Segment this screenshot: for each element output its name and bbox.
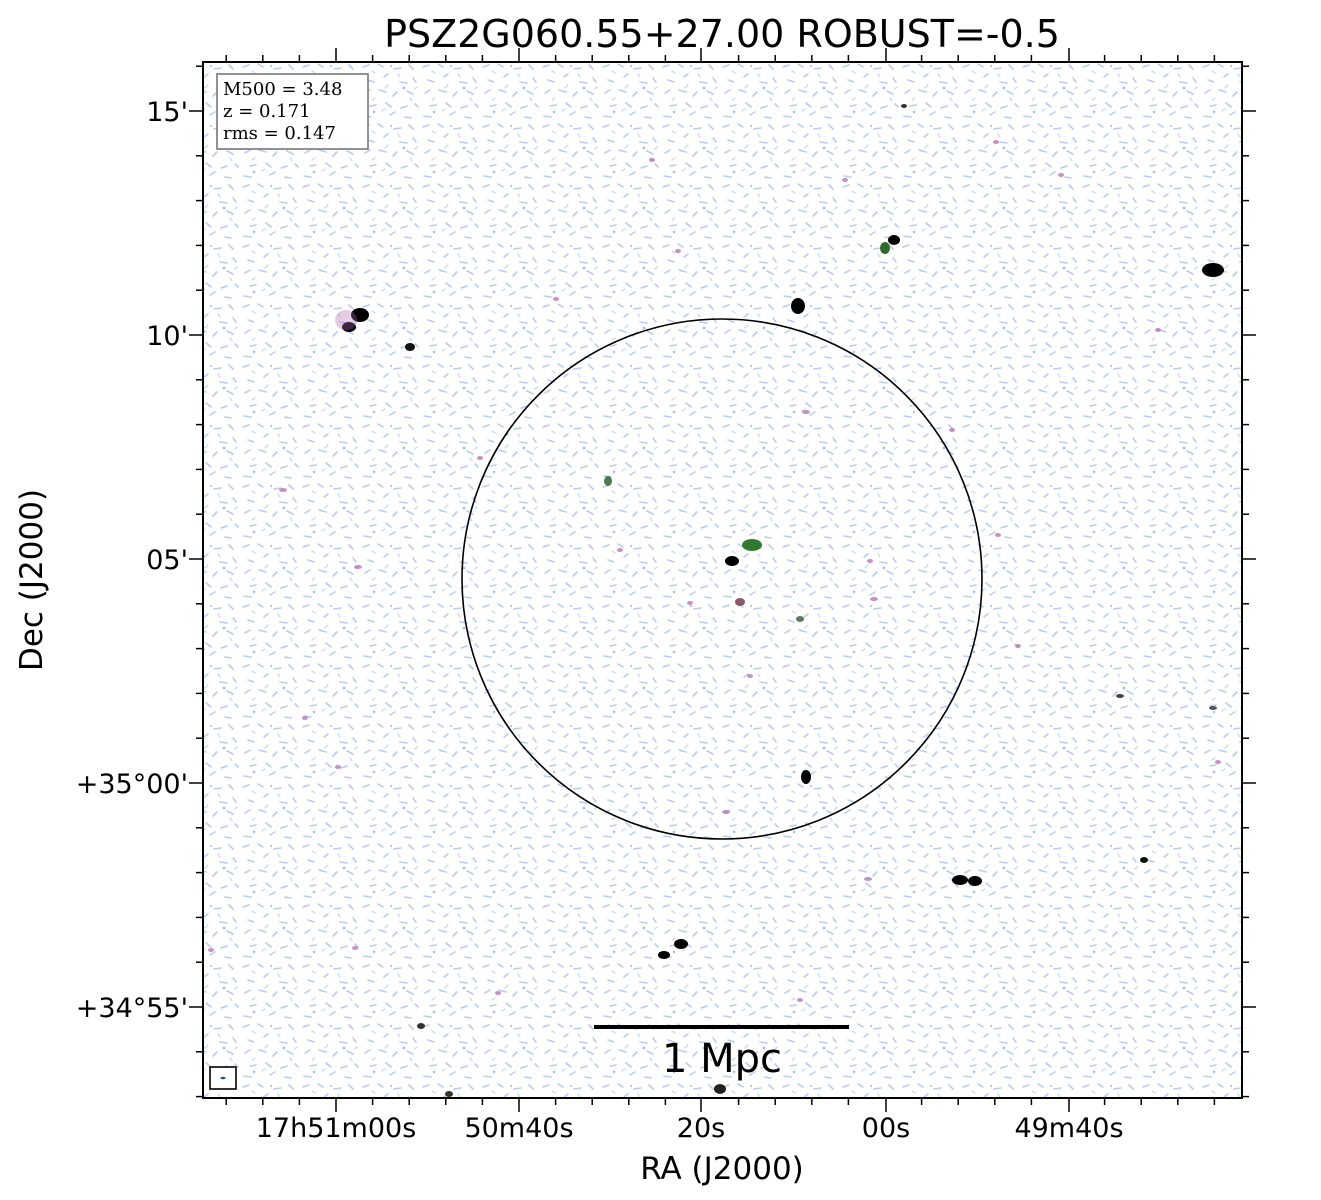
y-tick-label: +35°00' [76, 769, 188, 800]
x-tick-label: 00s [862, 1113, 910, 1144]
compact-sources [335, 104, 1224, 1097]
x-tick-label: 49m40s [1014, 1113, 1123, 1144]
y-tick-label: +34°55' [76, 993, 188, 1024]
x-tick-label: 17h51m00s [256, 1113, 417, 1144]
x-axis-label: RA (J2000) [640, 1151, 804, 1187]
legend-line-z: z = 0.171 [223, 101, 311, 122]
radio-image: 1 Mpc M500 = 3.48 z = 0.171 rms = 0.147 [203, 62, 1242, 1098]
legend-box: M500 = 3.48 z = 0.171 rms = 0.147 [216, 73, 369, 150]
y-tick-labels: 15' 10' 05' +35°00' +34°55' [76, 97, 188, 1024]
y-tick-label: 05' [146, 545, 188, 576]
scale-bar-label: 1 Mpc [662, 1036, 782, 1082]
x-tick-label: 20s [677, 1113, 725, 1144]
axis-ticks [189, 48, 1256, 1112]
y-tick-label: 10' [146, 321, 188, 352]
beam-box [209, 1066, 237, 1090]
plot-title: PSZ2G060.55+27.00 ROBUST=-0.5 [384, 12, 1060, 56]
y-axis-label: Dec (J2000) [14, 489, 50, 671]
legend-line-m500: M500 = 3.48 [223, 79, 342, 100]
plot-frame [202, 61, 1243, 1099]
x-tick-label: 50m40s [464, 1113, 573, 1144]
y-tick-label: 15' [146, 97, 188, 128]
legend-line-rms: rms = 0.147 [223, 123, 336, 144]
x-tick-labels: 17h51m00s 50m40s 20s 00s 49m40s [256, 1113, 1124, 1144]
faint-emission [208, 140, 1221, 1002]
r500-circle [461, 318, 983, 840]
